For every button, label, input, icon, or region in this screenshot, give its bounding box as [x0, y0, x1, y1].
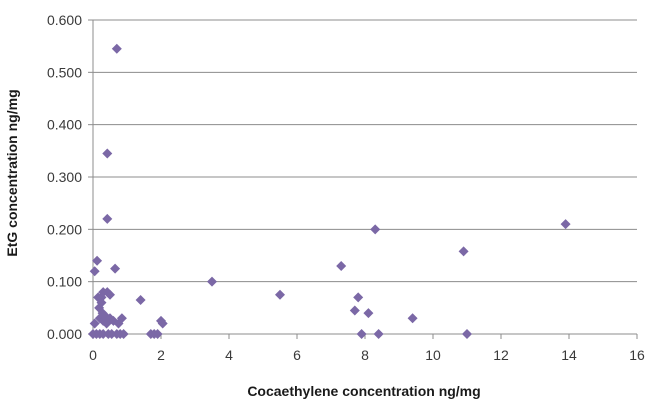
x-axis-title: Cocaethylene concentration ng/mg	[247, 383, 480, 399]
data-points	[88, 43, 571, 339]
data-point	[462, 329, 472, 339]
data-point	[102, 148, 113, 159]
data-point	[336, 260, 347, 271]
y-tick-label: 0.400	[47, 117, 82, 133]
data-point	[407, 313, 418, 324]
data-point	[135, 294, 146, 305]
data-point	[105, 289, 115, 300]
data-point	[373, 329, 384, 339]
data-point	[92, 255, 103, 266]
y-tick-label: 0.500	[47, 64, 82, 80]
y-tick-label: 0.300	[47, 169, 82, 185]
data-point	[98, 329, 109, 339]
data-point	[356, 329, 367, 339]
data-point	[89, 318, 100, 329]
y-tick-labels: 0.000 0.100 0.200 0.300 0.400 0.500 0.600	[47, 12, 82, 342]
x-tick-label: 10	[425, 347, 441, 363]
data-point	[458, 246, 469, 257]
axes	[88, 19, 638, 339]
grid-lines	[93, 19, 637, 283]
x-tick-label: 4	[225, 347, 233, 363]
x-tick-label: 2	[157, 347, 165, 363]
x-tick-label: 8	[361, 347, 369, 363]
data-point	[96, 297, 107, 308]
y-tick-label: 0.100	[47, 274, 82, 290]
data-point	[363, 308, 374, 319]
x-tick-label: 14	[561, 347, 577, 363]
data-point	[102, 213, 113, 224]
data-point	[116, 313, 127, 324]
data-point	[118, 329, 129, 339]
data-point	[110, 263, 121, 274]
data-point	[349, 305, 360, 316]
data-point	[207, 276, 217, 287]
y-tick-label: 0.600	[47, 12, 82, 28]
y-tick-label: 0.000	[47, 326, 82, 342]
data-point	[560, 219, 571, 230]
data-point	[106, 329, 117, 339]
data-point	[370, 224, 381, 235]
data-point	[89, 266, 100, 277]
x-tick-label: 0	[89, 347, 97, 363]
x-tick-label: 12	[493, 347, 509, 363]
data-point	[157, 318, 168, 329]
y-axis-title: EtG concentration ng/mg	[4, 89, 20, 256]
data-point	[275, 289, 285, 300]
data-point	[353, 292, 364, 303]
data-point	[152, 329, 163, 339]
data-point	[111, 43, 122, 54]
x-tick-label: 16	[629, 347, 645, 363]
y-tick-label: 0.200	[47, 221, 82, 237]
x-tick-label: 6	[293, 347, 301, 363]
x-tick-labels: 0 2 4 6 8 10 12 14 16	[89, 347, 645, 363]
